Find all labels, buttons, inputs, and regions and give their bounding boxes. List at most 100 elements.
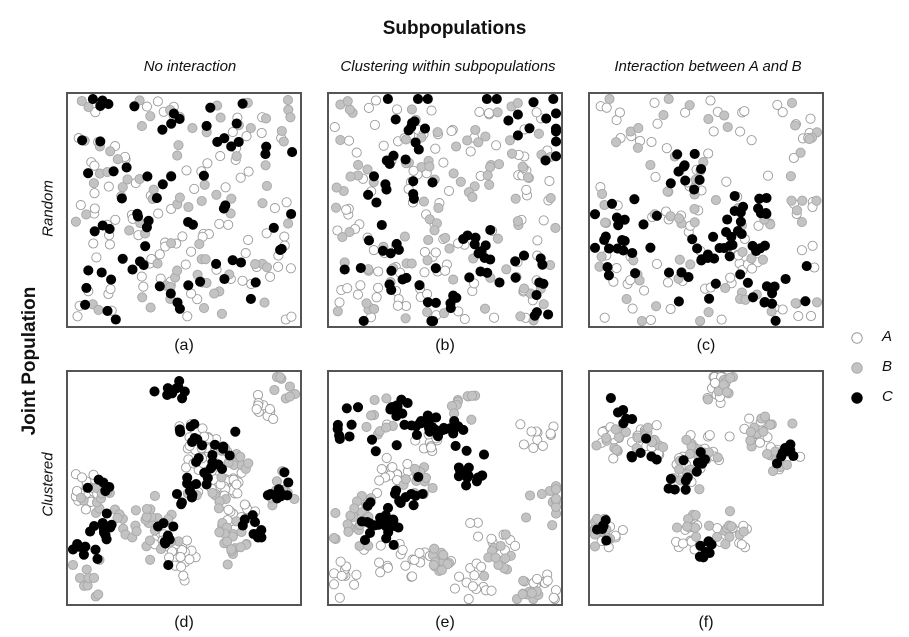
point-a [370, 95, 382, 106]
point-a [746, 263, 758, 274]
point-a [89, 203, 100, 214]
point-a [80, 504, 91, 515]
point-b [632, 142, 643, 153]
point-a [537, 440, 548, 451]
point-c [172, 297, 183, 308]
point-b [596, 251, 607, 262]
point-c [735, 216, 746, 227]
panel-f [588, 370, 824, 606]
point-a [542, 575, 553, 586]
point-b [725, 372, 736, 383]
point-b [429, 543, 440, 554]
point-b [209, 288, 220, 299]
point-b [536, 488, 547, 500]
point-b [257, 198, 268, 209]
point-b [361, 298, 372, 309]
point-c [218, 203, 229, 214]
point-a [369, 119, 380, 130]
point-c [605, 393, 616, 404]
point-c [704, 547, 715, 559]
point-b [515, 311, 526, 322]
point-c [239, 514, 250, 525]
point-b [719, 110, 730, 121]
point-b [651, 301, 662, 312]
point-b [424, 161, 435, 172]
point-a [215, 151, 226, 162]
point-a [110, 214, 121, 225]
figure-title: Subpopulations [382, 18, 527, 39]
point-c [233, 136, 244, 147]
point-c [528, 97, 539, 108]
point-c [481, 94, 492, 105]
point-a [645, 314, 656, 326]
point-b [712, 452, 723, 463]
point-a [446, 126, 457, 137]
point-b [684, 448, 695, 460]
point-b [738, 526, 749, 537]
point-b [721, 387, 732, 398]
point-b [790, 298, 801, 309]
point-c [381, 155, 392, 166]
point-c [219, 273, 230, 285]
point-a [705, 95, 716, 106]
point-c [531, 290, 542, 301]
point-b [482, 170, 493, 181]
point-b [597, 188, 608, 199]
point-b [681, 434, 692, 445]
point-a [515, 419, 526, 430]
point-c [171, 488, 183, 500]
point-a [721, 176, 732, 187]
point-c [458, 424, 469, 435]
point-a [352, 289, 364, 300]
point-c [627, 247, 638, 259]
point-b [720, 539, 731, 550]
point-c [373, 519, 384, 530]
point-c [235, 257, 247, 268]
point-c [451, 292, 462, 303]
point-c [412, 94, 424, 105]
point-c [419, 123, 431, 134]
point-c [689, 148, 700, 159]
point-b [645, 159, 656, 171]
point-b [665, 211, 676, 222]
point-b [506, 148, 518, 159]
point-a [805, 310, 817, 322]
point-a [241, 131, 252, 142]
point-a [89, 188, 100, 199]
point-a [232, 488, 243, 499]
point-c [262, 490, 273, 501]
point-a [355, 280, 366, 291]
point-b [198, 303, 210, 314]
point-c [366, 434, 378, 445]
point-c [704, 293, 715, 304]
point-a [521, 184, 532, 195]
panel-f-points [590, 372, 806, 563]
point-c [201, 120, 212, 131]
point-a [349, 579, 360, 590]
point-c [754, 193, 765, 204]
point-b [226, 544, 237, 555]
point-a [335, 556, 346, 567]
point-a [754, 437, 765, 448]
point-c [355, 262, 366, 274]
point-b [131, 526, 142, 537]
point-a [419, 267, 430, 278]
point-c [689, 184, 700, 195]
point-c [590, 242, 601, 253]
point-b [704, 520, 715, 531]
point-a [178, 570, 189, 581]
panel-d-points [68, 372, 300, 602]
point-c [275, 244, 286, 255]
point-b [663, 94, 674, 105]
point-c [252, 532, 264, 543]
point-c [714, 242, 725, 254]
point-c [445, 303, 456, 314]
point-c [224, 450, 235, 461]
point-c [237, 98, 248, 109]
point-c [548, 94, 559, 105]
point-b [620, 427, 632, 438]
point-c [96, 267, 107, 278]
point-c [207, 450, 218, 461]
point-b [172, 265, 183, 276]
point-c [651, 210, 662, 221]
